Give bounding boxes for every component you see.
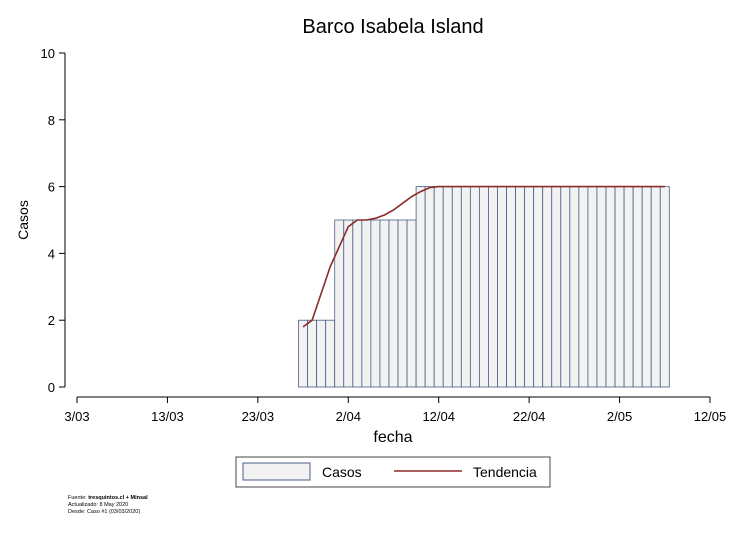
bar (524, 186, 535, 388)
bar (325, 319, 336, 388)
bar (542, 186, 553, 388)
y-tick-label: 8 (48, 113, 55, 128)
x-tick-label: 2/05 (607, 409, 632, 424)
bar (515, 186, 526, 388)
bar (650, 186, 661, 388)
x-tick-label: 2/04 (336, 409, 361, 424)
axes: 0 2 4 6 8 10 3/03 13/03 23/03 2/04 12/04 22/04 2/05 1… (41, 46, 727, 424)
legend-label-tendencia: Tendencia (473, 464, 537, 480)
bar (506, 186, 516, 388)
legend-swatch-casos (242, 462, 311, 481)
x-tick-label: 22/04 (513, 409, 546, 424)
x-tick-label: 12/05 (694, 409, 727, 424)
footer-notes: Fuente: tresquintos.cl + Minsal Actualiz… (68, 495, 148, 516)
bar (388, 219, 399, 388)
bar (361, 219, 372, 388)
bar (623, 186, 634, 388)
bar (307, 319, 318, 388)
legend-box (235, 456, 551, 488)
legend-label-casos: Casos (322, 464, 362, 480)
y-tick-label: 0 (48, 380, 55, 395)
bar (560, 186, 571, 388)
bar (424, 186, 435, 388)
bar (316, 319, 327, 388)
footer-updated: Actualizado: 8 May 2020 (68, 502, 129, 508)
bar (578, 186, 589, 388)
chart-title: Barco Isabela Island (302, 16, 483, 38)
bar (632, 186, 643, 388)
y-tick-label: 2 (48, 313, 55, 328)
legend: Casos Tendencia (235, 456, 551, 488)
bar (451, 186, 462, 388)
bar (352, 219, 363, 388)
bar (442, 186, 453, 388)
bar (587, 186, 598, 388)
bar (497, 186, 507, 388)
bar (569, 186, 580, 388)
bar (551, 186, 562, 388)
bar (379, 219, 390, 388)
footer-source-value: tresquintos.cl + Minsal (88, 495, 148, 501)
trend-line (302, 185, 665, 328)
x-tick-label: 23/03 (242, 409, 275, 424)
bar (488, 186, 498, 388)
bar (433, 186, 444, 388)
bar (415, 186, 426, 388)
y-axis-label: Casos (15, 200, 31, 240)
bar (641, 186, 652, 388)
bar (605, 186, 616, 388)
bar (298, 319, 308, 388)
y-tick-label: 10 (41, 46, 55, 61)
bar (397, 219, 408, 388)
bar (370, 219, 381, 388)
x-tick-label: 3/03 (64, 409, 89, 424)
bar (406, 219, 417, 388)
plot-area (298, 185, 670, 388)
bar (659, 186, 670, 388)
x-axis-label: fecha (373, 429, 412, 446)
y-tick-label: 4 (48, 246, 55, 261)
bar (596, 186, 607, 388)
x-tick-label: 12/04 (422, 409, 455, 424)
y-tick-label: 6 (48, 180, 55, 195)
bar (614, 186, 625, 388)
x-tick-label: 13/03 (151, 409, 184, 424)
bar (479, 186, 489, 388)
footer-source-label: Fuente: (68, 495, 87, 501)
bar (343, 219, 354, 388)
bar (533, 186, 544, 388)
bar (469, 186, 480, 388)
bar (460, 186, 471, 388)
footer-since: Desde: Caso #1 (03/03/2020) (68, 509, 141, 515)
